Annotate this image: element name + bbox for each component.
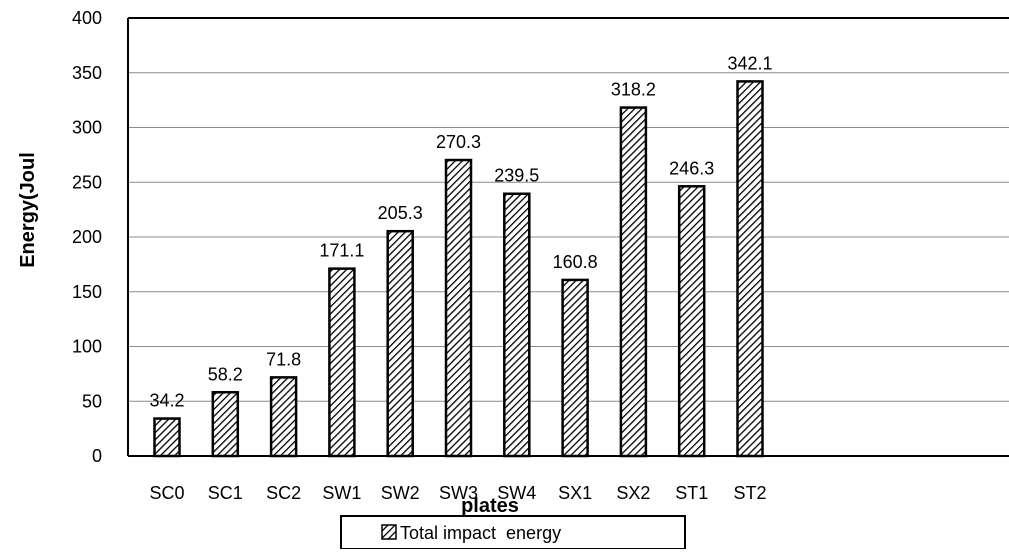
data-labels: 34.2 58.2 71.8 171.1 205.3 270.3 239.5 160.8 318… — [149, 53, 772, 410]
x-tick-label-sw3: SW3 — [439, 483, 478, 503]
x-tick-label-sc0: SC0 — [149, 483, 184, 503]
data-label-sw2: 205.3 — [378, 203, 423, 223]
data-label-st1: 246.3 — [669, 158, 714, 178]
x-tick-label-st1: ST1 — [675, 483, 708, 503]
y-tick-label: 350 — [72, 63, 102, 83]
bar-sx1 — [561, 278, 589, 458]
x-tick-label-st2: ST2 — [733, 483, 766, 503]
data-label-sx1: 160.8 — [553, 252, 598, 272]
bar-sc2 — [269, 376, 298, 458]
y-tick-label: 400 — [72, 8, 102, 28]
x-tick-label-sc1: SC1 — [208, 483, 243, 503]
x-tick-label-sx2: SX2 — [616, 483, 650, 503]
bar-sw3 — [444, 158, 473, 458]
data-label-st2: 342.1 — [727, 53, 772, 73]
legend-swatch — [381, 524, 397, 540]
bars — [153, 80, 764, 458]
data-label-sw4: 239.5 — [494, 166, 539, 186]
x-tick-label-sw1: SW1 — [322, 483, 361, 503]
y-tick-label: 50 — [82, 391, 102, 411]
y-tick-label: 250 — [72, 172, 102, 192]
legend: Total impact energy — [340, 515, 686, 550]
y-tick-label: 300 — [72, 118, 102, 138]
bar-st2 — [736, 80, 764, 458]
y-axis-ticks: 0 50 100 150 200 250 300 350 400 — [72, 8, 102, 466]
bar-sw4 — [503, 192, 531, 458]
bar-sx2 — [619, 106, 648, 458]
data-label-sw3: 270.3 — [436, 132, 481, 152]
x-tick-label-sw2: SW2 — [381, 483, 420, 503]
bar-st1 — [677, 185, 706, 458]
y-tick-label: 150 — [72, 282, 102, 302]
bar-sw1 — [328, 267, 356, 458]
x-axis-title: plates — [461, 495, 519, 517]
data-label-sx2: 318.2 — [611, 80, 656, 100]
data-label-sc0: 34.2 — [149, 391, 184, 411]
x-axis-ticks: SC0 SC1 SC2 SW1 SW2 SW3 SW4 SX1 SX2 ST1 ST2 — [149, 483, 766, 503]
data-label-sc1: 58.2 — [208, 364, 243, 384]
data-label-sw1: 171.1 — [319, 241, 364, 261]
y-tick-label: 0 — [92, 446, 102, 466]
data-label-sc2: 71.8 — [266, 349, 301, 369]
x-tick-label-sx1: SX1 — [558, 483, 592, 503]
bar-sc1 — [211, 391, 240, 458]
x-tick-label-sw4: SW4 — [497, 483, 536, 503]
y-tick-label: 200 — [72, 227, 102, 247]
x-tick-label-sc2: SC2 — [266, 483, 301, 503]
y-axis-title: Energy(Joul — [17, 152, 39, 268]
y-tick-label: 100 — [72, 337, 102, 357]
legend-entry: Total impact energy — [400, 523, 561, 543]
bar-sc0 — [153, 417, 181, 458]
bar-sw2 — [386, 229, 414, 458]
